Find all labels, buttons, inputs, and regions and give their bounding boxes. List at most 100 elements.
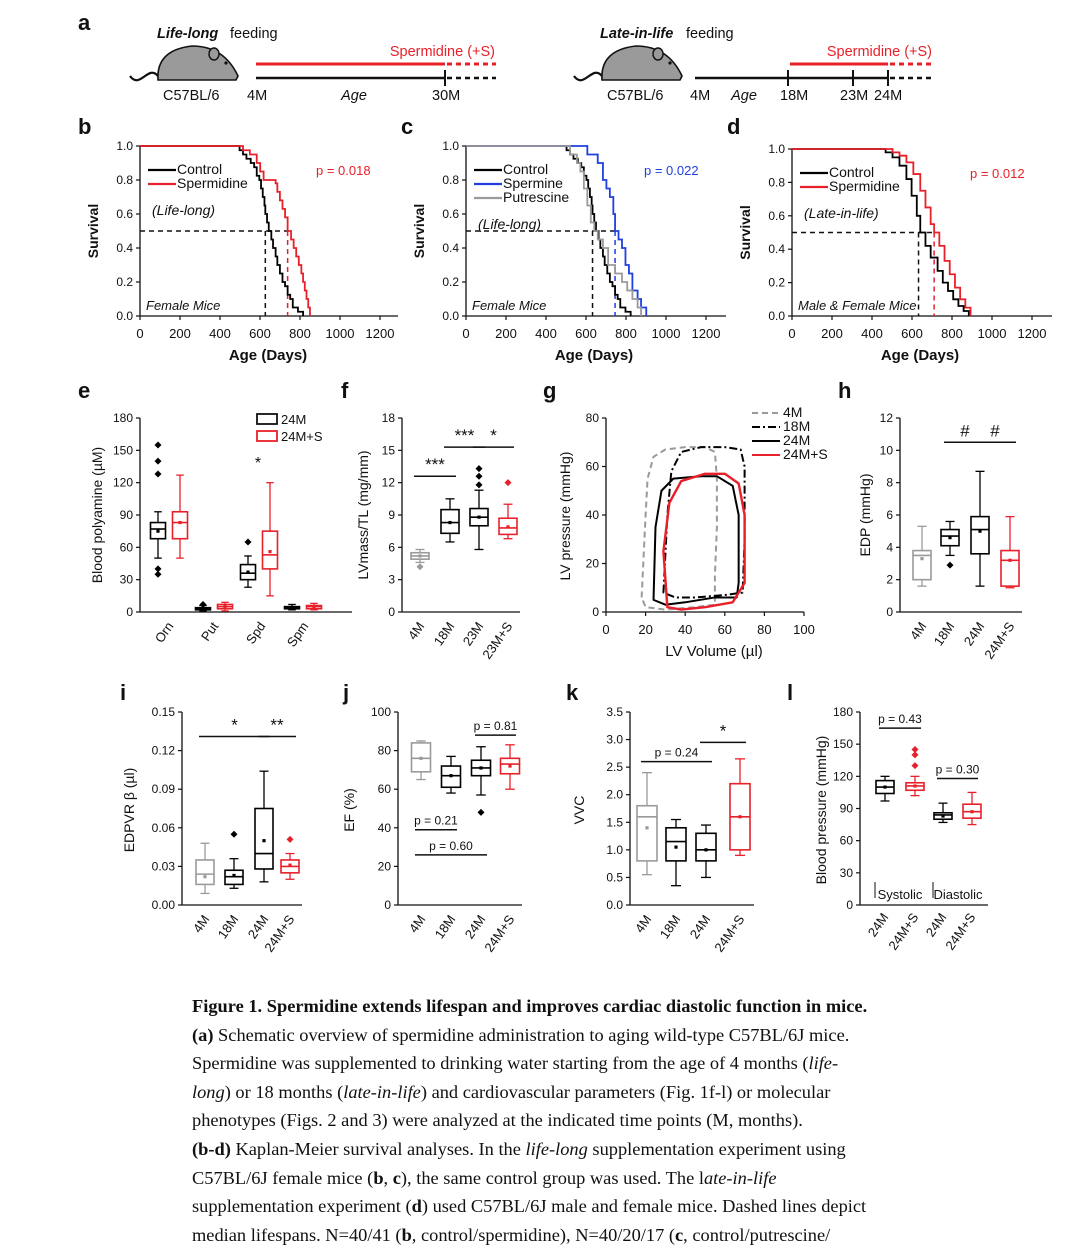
- y-tick-label: 40: [586, 508, 600, 522]
- x-tick-label: 60: [718, 622, 732, 637]
- pv-loop-24m-plus-s: [662, 472, 746, 611]
- box-rect: [261, 530, 279, 570]
- y-tick-label: 10: [880, 443, 894, 457]
- outlier: [154, 570, 162, 578]
- y-axis-title: LV pressure (mmHg): [557, 452, 573, 581]
- panel-letter-d: d: [727, 114, 740, 139]
- y-tick-label: 3.0: [606, 733, 623, 747]
- legend-swatch: [256, 413, 278, 425]
- mean-marker: [506, 525, 510, 529]
- schematic-late-title-rest: feeding: [686, 26, 734, 42]
- caption-run: Schematic overview of spermidine adminis…: [213, 1024, 850, 1045]
- legend-swatch: [256, 430, 278, 442]
- y-tick-label: 0.00: [152, 898, 176, 912]
- panel-i: 0.00 0.03 0.06 0.09 0.12 0.15 EDPVR β (µl) 4M 18…: [121, 705, 302, 955]
- mean-marker: [268, 550, 272, 554]
- survival-curve-spermine: [466, 145, 648, 316]
- schematic-age-label: Age: [340, 88, 367, 104]
- y-tick-label: 0.4: [442, 241, 459, 255]
- box-24M+S: [729, 758, 751, 857]
- y-tick-label: 0: [846, 898, 853, 912]
- mean-marker: [645, 826, 649, 830]
- significance-marker: *: [720, 721, 727, 740]
- mouse-eye: [668, 61, 672, 65]
- mean-marker: [477, 515, 481, 519]
- legend-label: 24M+S: [783, 446, 828, 462]
- x-tick-label: 18M: [215, 912, 242, 941]
- caption-run: late-in-life: [343, 1081, 421, 1102]
- y-tick-label: 100: [371, 705, 391, 719]
- box-item-3: [962, 791, 982, 826]
- y-axis-title: Blood pressure (mmHg): [813, 736, 829, 885]
- survival-curve-control: [140, 145, 304, 316]
- group-label: Diastolic: [933, 887, 983, 902]
- survival-curve-control: [792, 148, 970, 316]
- y-tick-label: 120: [833, 769, 853, 783]
- panel-c: 0.0 0.2 0.4 0.6 0.8 1.0 0 200 400 600 800 1000 1200 A…: [411, 139, 726, 364]
- y-tick-label: 8: [886, 476, 893, 490]
- mean-marker: [913, 784, 917, 788]
- box-24M+S: [499, 744, 521, 790]
- y-tick-label: 12: [880, 411, 894, 425]
- legend-label: 18M: [783, 418, 810, 434]
- x-tick-label: Spd: [243, 619, 269, 647]
- group-label: Systolic: [878, 887, 923, 902]
- caption-run: life-long: [525, 1138, 588, 1159]
- box-rect: [912, 549, 932, 581]
- x-tick-label: 24M+S: [711, 912, 747, 955]
- y-tick-label: 6: [388, 540, 395, 554]
- y-tick-label: 0.4: [768, 242, 785, 256]
- outlier: [475, 465, 483, 473]
- x-tick-label: 200: [821, 326, 843, 341]
- mean-marker: [948, 536, 952, 540]
- x-tick-label: 0: [788, 326, 795, 341]
- panel-letter-g: g: [543, 378, 556, 403]
- box-item-0: [875, 775, 895, 802]
- x-tick-label: 18M: [931, 619, 958, 648]
- x-tick-label: 1200: [366, 326, 395, 341]
- schematic-tick-label: 18M: [780, 88, 808, 104]
- y-tick-label: 3.5: [606, 705, 623, 719]
- mean-marker: [201, 607, 205, 611]
- box-rect: [254, 807, 274, 870]
- legend-group: (Late-in-life): [804, 205, 879, 221]
- y-axis-title: VVC: [571, 796, 587, 825]
- panel-letter-i: i: [120, 680, 126, 705]
- outlier: [154, 457, 162, 465]
- x-tick-label: 80: [757, 622, 771, 637]
- panel-letter-c: c: [401, 114, 413, 139]
- box-rect: [171, 510, 189, 540]
- y-axis-title: Survival: [411, 204, 427, 258]
- y-tick-label: 0.03: [152, 859, 176, 873]
- x-tick-label: 800: [289, 326, 311, 341]
- x-tick-label: 24M: [462, 912, 489, 941]
- caption-body: (a) Schematic overview of spermidine adm…: [192, 1021, 1052, 1249]
- caption-run: ), the same control group was used. The …: [400, 1167, 704, 1188]
- x-tick-label: 800: [941, 326, 963, 341]
- y-tick-label: 2.0: [606, 788, 623, 802]
- legend-label: Control: [829, 164, 874, 180]
- box-Orn: [171, 474, 189, 559]
- cohort-label: Female Mice: [146, 298, 220, 313]
- y-tick-label: 0.2: [442, 275, 459, 289]
- y-tick-label: 0.5: [606, 870, 623, 884]
- x-tick-label: 4M: [406, 912, 429, 935]
- x-tick-label: 400: [861, 326, 883, 341]
- outlier: [911, 746, 919, 754]
- caption-title: Figure 1. Spermidine extends lifespan an…: [192, 996, 868, 1016]
- y-tick-label: 150: [833, 737, 853, 751]
- x-tick-label: 0: [462, 326, 469, 341]
- pv-loop-24m: [652, 475, 740, 606]
- y-tick-label: 90: [840, 802, 854, 816]
- y-tick-label: 0.6: [116, 207, 133, 221]
- outlier: [416, 563, 424, 571]
- schematic-tick-label: 4M: [690, 88, 710, 104]
- mean-marker: [232, 873, 236, 878]
- caption-line: median lifespans. N=40/41 (b, control/sp…: [192, 1221, 1052, 1249]
- y-tick-label: 60: [378, 782, 392, 796]
- p-value: p = 0.022: [644, 163, 699, 178]
- box-24M: [970, 470, 990, 587]
- schematic-treatment-label: Spermidine (+S): [390, 44, 495, 60]
- x-tick-label: 1000: [978, 326, 1007, 341]
